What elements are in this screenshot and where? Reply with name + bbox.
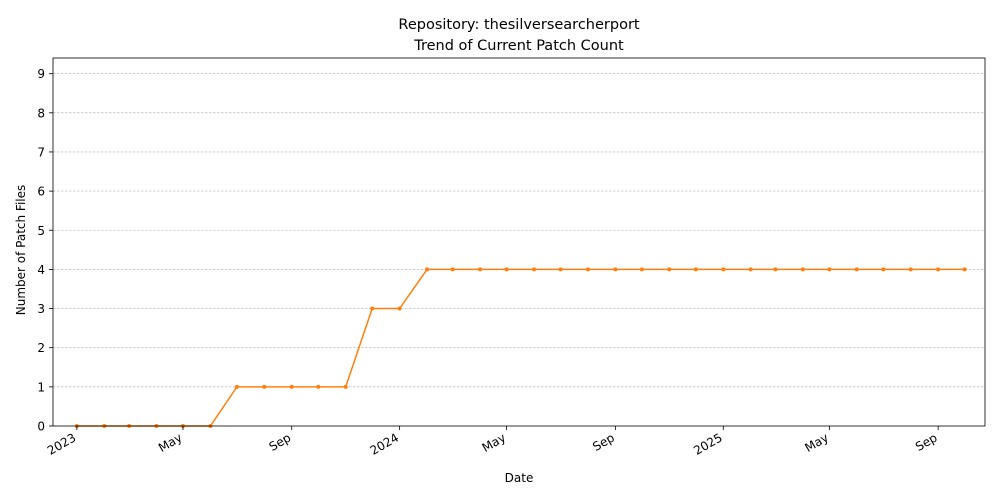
y-tick-label: 0 [37, 420, 45, 434]
data-point [262, 384, 267, 389]
y-tick-label: 4 [37, 263, 45, 277]
data-point [748, 267, 753, 272]
data-point [721, 267, 726, 272]
data-point [962, 267, 967, 272]
data-point [532, 267, 537, 272]
y-tick-label: 7 [37, 145, 45, 159]
data-point [613, 267, 618, 272]
data-point [827, 267, 832, 272]
y-tick-label: 1 [37, 380, 45, 394]
data-point [234, 384, 239, 389]
data-point [800, 267, 805, 272]
x-tick-label: 2024 [368, 430, 401, 457]
axes [52, 57, 986, 427]
data-point [370, 306, 375, 311]
chart-title: Repository: thesilversearcherport [398, 17, 639, 33]
data-point [343, 384, 348, 389]
y-tick-label: 6 [37, 185, 45, 199]
y-tick-label: 2 [37, 341, 45, 355]
y-tick-label: 3 [37, 302, 45, 316]
data-point [425, 267, 430, 272]
y-tick-label: 5 [37, 224, 45, 238]
data-point [478, 267, 483, 272]
x-tick-label: 2023 [45, 430, 78, 457]
data-point [504, 267, 509, 272]
x-tick-label: Sep [913, 430, 940, 453]
data-point [558, 267, 563, 272]
data-point [854, 267, 859, 272]
plot-frame [52, 57, 986, 427]
data-point [936, 267, 941, 272]
x-tick-label: 2025 [691, 430, 724, 457]
data-point [667, 267, 672, 272]
y-tick-label: 8 [37, 106, 45, 120]
data-point [908, 267, 913, 272]
series-line [76, 268, 965, 427]
data-point [773, 267, 778, 272]
grid-lines [53, 73, 985, 388]
x-axis-label: Date [505, 471, 534, 485]
x-tick-label: May [802, 430, 830, 455]
data-point [316, 384, 321, 389]
data-point [450, 267, 455, 272]
y-axis-label: Number of Patch Files [14, 185, 28, 316]
data-point [397, 306, 402, 311]
y-tick-label: 9 [37, 67, 45, 81]
data-point [881, 267, 886, 272]
x-tick-label: Sep [590, 430, 617, 453]
data-point [289, 384, 294, 389]
data-point [585, 267, 590, 272]
x-tick-label: May [480, 430, 508, 455]
x-tick-label: May [156, 430, 184, 455]
series-layer [74, 267, 967, 428]
data-point [693, 267, 698, 272]
y-axis-ticks: 0 1 2 3 4 5 6 7 8 9 [37, 67, 53, 434]
x-tick-label: Sep [267, 430, 294, 453]
data-point [639, 267, 644, 272]
x-axis-ticks: 2023 May Sep 2024 May Sep 2025 May Sep [45, 426, 940, 458]
chart-subtitle: Trend of Current Patch Count [413, 38, 624, 54]
